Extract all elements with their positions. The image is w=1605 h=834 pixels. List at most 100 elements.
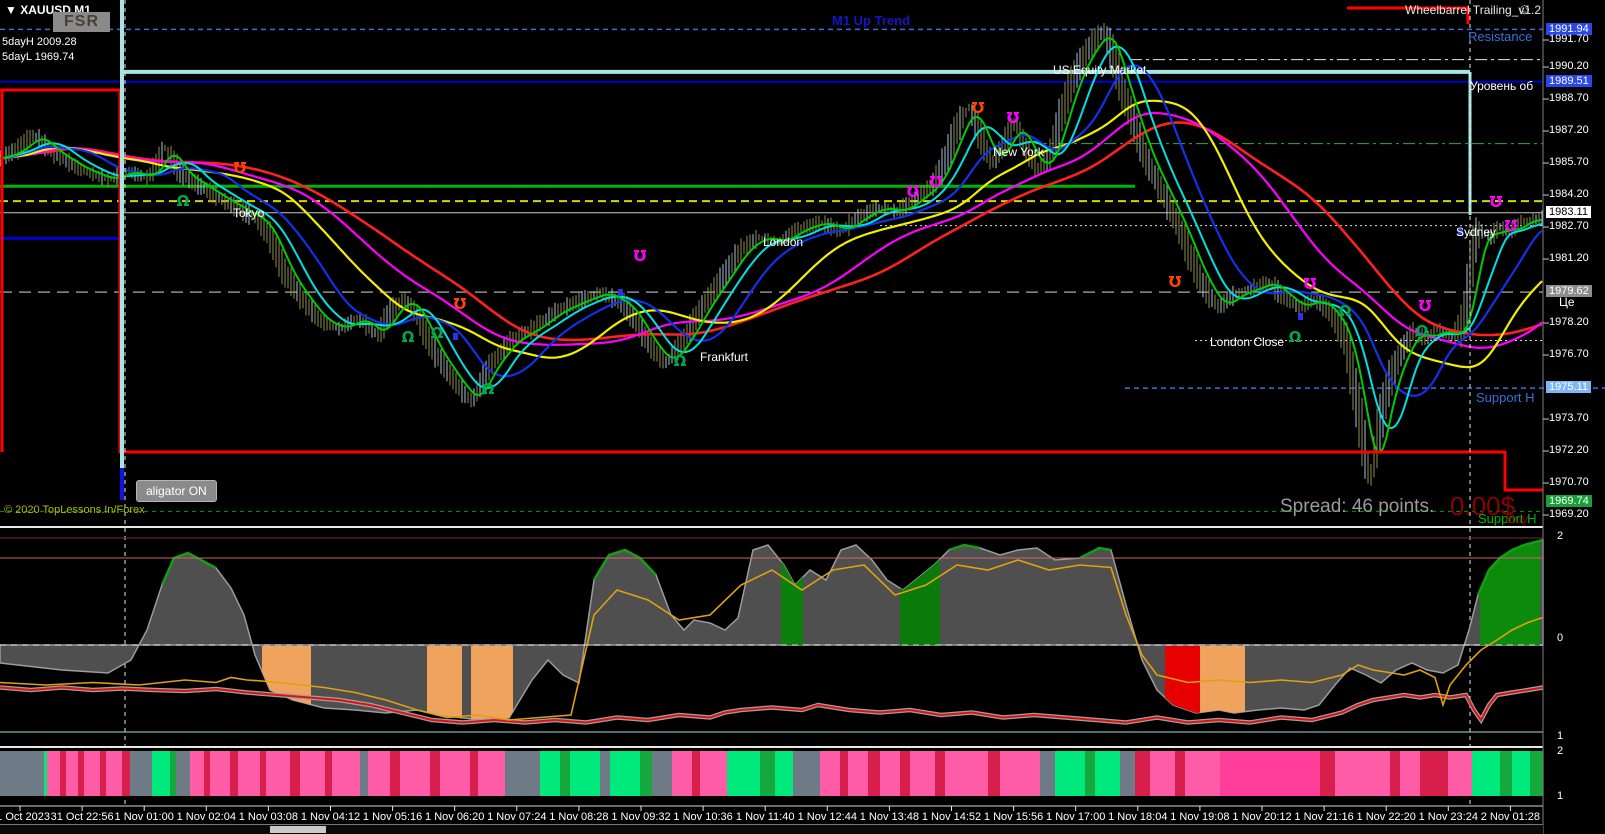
price-tick: 1969.20 [1549,508,1589,520]
price-tick: 1987.20 [1549,124,1589,136]
price-tick: 1981.20 [1549,252,1589,264]
time-label: 1 Nov 19:08 [1170,811,1230,823]
svg-text:Ω: Ω [929,172,942,190]
indicator-scale-tick: 0 [1557,632,1564,644]
trend-label: M1 Up Trend [832,13,911,28]
svg-text:Ω: Ω [1504,216,1517,234]
indicator-scale-tick: 1 [1557,730,1564,742]
svg-text:Ω: Ω [1006,108,1019,126]
support-h-label: Support H [1476,390,1535,405]
london-close-label: London Close [1210,335,1285,349]
time-label: 1 Nov 07:24 [487,811,547,823]
svg-text:Ω: Ω [1416,322,1429,340]
price-tick: 1970.70 [1549,476,1589,488]
svg-text:Ω: Ω [482,380,495,398]
price-tick: 1989.51 [1546,75,1592,87]
price-ru-label: Це [1559,295,1575,309]
price-tick: 1975.11 [1546,381,1591,393]
new-york-label: New York [993,145,1044,159]
svg-text:Ω: Ω [1489,192,1502,210]
time-label: 1 Nov 14:52 [921,811,982,823]
symbol-dropdown-icon[interactable]: ▼ [5,3,17,17]
indicator-scale-tick: 1 [1557,790,1564,802]
money-label: 0.00$ [1450,491,1516,521]
svg-text:Ω: Ω [971,98,984,116]
price-scale[interactable]: 1991.94 1991.70 1990.20 1989.51 1988.70 1987.… [1543,0,1605,834]
time-label: 31 Oct 2023 [0,811,50,823]
svg-text:Ω: Ω [674,352,687,370]
time-label: 1 Nov 04:12 [300,811,361,823]
time-label: 1 Nov 13:48 [859,811,920,823]
time-label: 1 Nov 10:36 [673,811,733,823]
svg-text:Ω: Ω [233,158,246,176]
time-label: 2 Nov 01:28 [1480,811,1541,823]
time-label: 31 Oct 22:56 [50,811,114,823]
copyright-label: © 2020 TopLessons.In/Forex [4,504,145,516]
time-label: 1 Nov 15:56 [983,811,1044,823]
price-tick: 1969.74 [1546,495,1592,507]
resistance-label: Resistance [1468,29,1533,44]
spread-label: Spread: 46 points. [1280,496,1435,517]
svg-text:Ω: Ω [402,328,415,346]
svg-text:Ω: Ω [1418,296,1431,314]
time-label: 1 Nov 03:08 [238,811,299,823]
svg-text:Ω: Ω [906,182,919,200]
time-label: 1 Nov 18:04 [1108,811,1168,823]
horizontal-scrollbar[interactable] [0,824,1543,834]
time-label: 1 Nov 12:44 [797,811,857,823]
svg-text:Ω: Ω [1339,302,1352,320]
price-tick: 1972.20 [1549,444,1589,456]
price-tick: 1985.70 [1549,156,1589,168]
svg-text:Ω: Ω [453,294,466,312]
sydney-label: Sydney [1456,225,1497,239]
price-tick: 1976.70 [1549,348,1589,360]
svg-text:Ω: Ω [633,246,646,264]
fsr-badge: FSR [53,12,110,32]
svg-text:Ω: Ω [1168,272,1181,290]
time-label: 1 Nov 06:20 [425,811,485,823]
time-label: 1 Nov 22:20 [1356,811,1416,823]
price-tick: 1979.62 [1546,285,1592,297]
svg-text:Ω: Ω [1303,274,1316,292]
price-tick: 1991.70 [1549,33,1589,45]
indicator-title: Wheelbarrel Trailing_v1.2 [1405,3,1542,17]
time-label: 1 Nov 02:04 [176,811,236,823]
time-label: 1 Nov 08:28 [549,811,609,823]
price-tick: 1988.70 [1549,92,1589,104]
time-label: 1 Nov 11:40 [735,811,795,823]
svg-text:Ω: Ω [177,192,190,210]
price-tick: 1982.70 [1549,220,1589,232]
price-tick: 1984.20 [1549,188,1589,200]
frankfurt-label: Frankfurt [700,350,749,364]
buy-label: Buy [1506,511,1529,526]
time-label: 1 Nov 20:12 [1232,811,1292,823]
price-tick: 1983.11 [1546,206,1591,218]
five-day-high: 5dayH 2009.28 [2,36,77,48]
level-ru-label: Уровень об [1470,79,1534,93]
us-equity-label: US Equity Market [1053,63,1147,77]
price-tick: 1973.70 [1549,412,1589,424]
indicator-scale-tick: 2 [1557,745,1564,757]
tokyo-label: Tokyo [233,206,265,220]
time-label: 1 Nov 01:00 [114,811,174,823]
indicator-scale-tick: 2 [1557,530,1564,542]
svg-text:Ω: Ω [431,324,444,342]
time-label: 1 Nov 05:16 [362,811,423,823]
price-tick: 1978.20 [1549,316,1589,328]
london-label: London [763,235,804,249]
smiley-icon: ☺ [1517,1,1533,18]
price-tick: 1990.20 [1549,60,1589,72]
time-label: 1 Nov 23:24 [1418,811,1478,823]
scrollbar-thumb[interactable] [270,826,326,833]
support-green-label: Support H [1478,511,1537,526]
price-tick: 1991.94 [1546,23,1592,35]
svg-text:Ω: Ω [1289,328,1302,346]
aligator-toggle-button[interactable]: aligator ON [136,480,217,502]
time-label: 1 Nov 17:00 [1046,811,1106,823]
five-day-low: 5dayL 1969.74 [2,51,75,63]
time-label: 1 Nov 09:32 [611,811,671,823]
time-label: 1 Nov 21:16 [1294,811,1354,823]
